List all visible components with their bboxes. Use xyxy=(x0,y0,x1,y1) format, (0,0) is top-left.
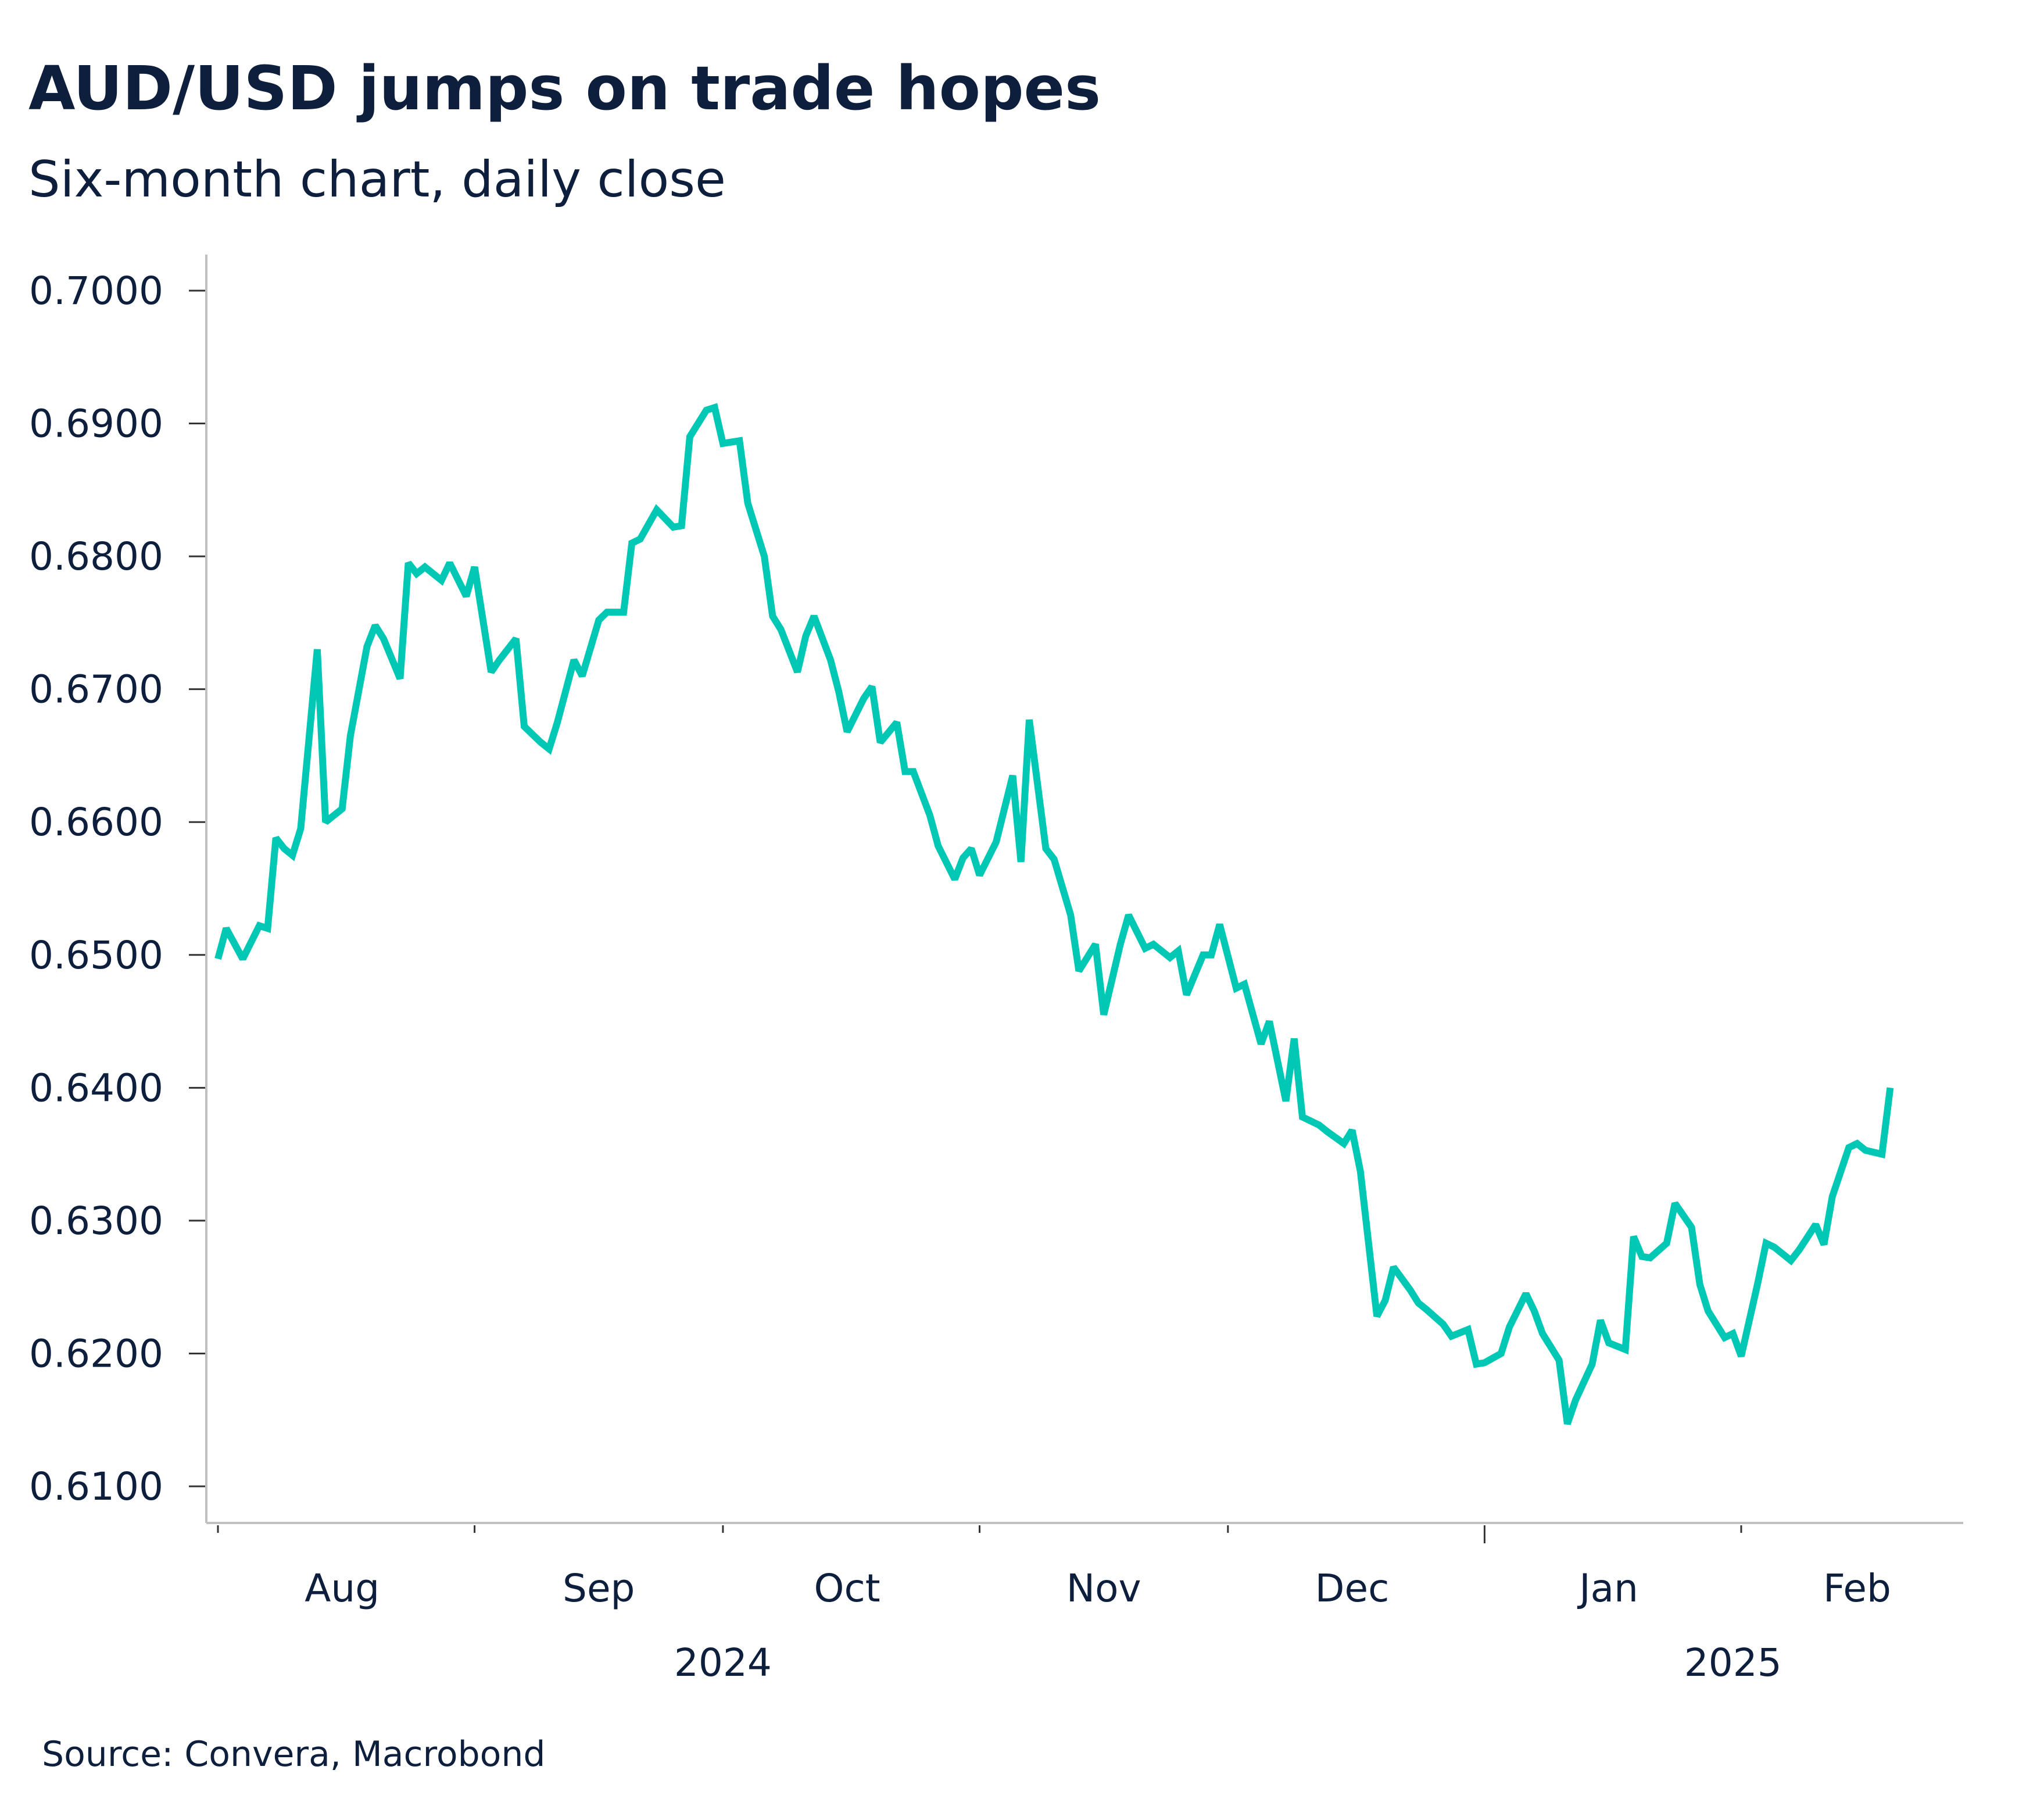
y-tick-label: 0.6800 xyxy=(29,534,163,579)
x-month-label: Aug xyxy=(305,1566,380,1611)
x-year-label: 2025 xyxy=(1684,1640,1782,1685)
chart-title: AUD/USD jumps on trade hopes xyxy=(28,53,1101,124)
series-group xyxy=(214,403,1894,1425)
x-axis: Aug Sep Oct Nov Dec Jan Feb 2024 2025 xyxy=(206,1522,1963,1685)
y-tick-label: 0.6500 xyxy=(29,933,163,978)
y-tick-label: 0.6100 xyxy=(29,1464,163,1509)
y-tick-label: 0.7000 xyxy=(29,269,163,313)
y-tick-label: 0.6600 xyxy=(29,800,163,845)
x-year-label: 2024 xyxy=(674,1640,772,1685)
y-axis: 0.7000 0.6900 0.6800 0.6700 0.6600 0.6500 0.64… xyxy=(29,255,207,1523)
x-month-label: Jan xyxy=(1577,1566,1638,1611)
series-line xyxy=(214,403,1894,1425)
x-month-label: Dec xyxy=(1315,1566,1390,1611)
chart-subtitle: Six-month chart, daily close xyxy=(28,151,726,209)
x-month-label: Oct xyxy=(814,1566,880,1611)
y-tick-label: 0.6200 xyxy=(29,1331,163,1376)
y-tick-label: 0.6400 xyxy=(29,1065,163,1110)
x-month-label: Nov xyxy=(1066,1566,1141,1611)
x-month-label: Feb xyxy=(1823,1566,1891,1611)
y-tick-label: 0.6700 xyxy=(29,667,163,712)
source-note: Source: Convera, Macrobond xyxy=(42,1734,545,1775)
x-month-label: Sep xyxy=(563,1566,635,1611)
y-tick-label: 0.6300 xyxy=(29,1199,163,1243)
y-tick-label: 0.6900 xyxy=(29,402,163,446)
